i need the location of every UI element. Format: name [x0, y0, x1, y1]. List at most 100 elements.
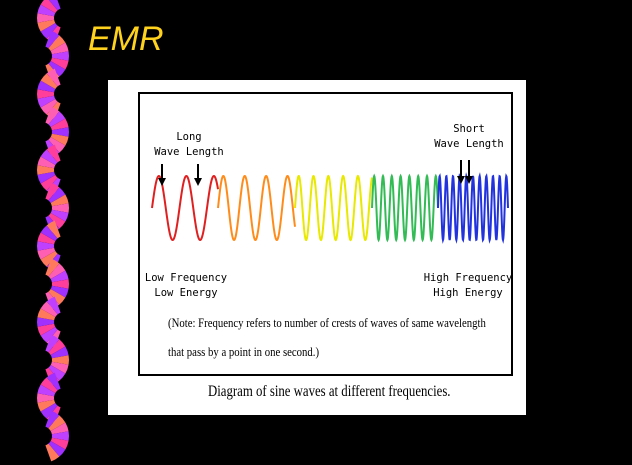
note-line-1: (Note: Frequency refers to number of cre…: [168, 316, 486, 330]
fan-segment: [50, 285, 69, 298]
fan-segment: [45, 258, 60, 277]
fan-segment: [45, 334, 60, 353]
arrow-down-icon: [457, 176, 465, 184]
fan-segment: [36, 165, 55, 175]
fan-segment: [46, 68, 61, 87]
fan-icon: [36, 144, 61, 196]
fan-segment: [37, 247, 56, 260]
fan-segment: [48, 263, 66, 279]
note-line-2: that pass by a point in one second.): [168, 345, 320, 359]
arrow-down-icon: [158, 178, 166, 186]
diagram-panel: Long Wave Length Short Wave Length Low F…: [108, 80, 526, 415]
wave-segment: [437, 172, 509, 244]
fan-segment: [40, 377, 58, 393]
fan-segment: [48, 289, 66, 305]
diagram-frame: Long Wave Length Short Wave Length Low F…: [138, 92, 513, 376]
fan-segment: [36, 241, 55, 251]
fan-segment: [48, 415, 66, 431]
fan-segment: [40, 327, 58, 343]
fan-icon: [45, 258, 69, 310]
long-wavelength-label: Long Wave Length: [154, 131, 224, 158]
fan-segment: [37, 156, 56, 169]
fan-segment: [37, 80, 56, 93]
fan-segment: [37, 323, 56, 336]
fan-segment: [48, 0, 61, 11]
fan-segment: [48, 137, 66, 153]
fan-icon: [36, 296, 61, 348]
fan-segment: [40, 403, 58, 419]
fan-segment: [40, 225, 58, 241]
fan-segment: [37, 308, 56, 321]
fan-segment: [48, 35, 66, 51]
fan-segment: [48, 61, 66, 77]
fan-segment: [45, 30, 60, 49]
fan-segment: [36, 89, 55, 99]
arrow-down-icon: [194, 178, 202, 186]
high-frequency-label: High Frequency High Energy: [423, 272, 513, 299]
wave-segment: [294, 174, 373, 242]
fan-segment: [51, 355, 69, 365]
fan-segment: [50, 57, 69, 70]
slide-title: EMR: [88, 20, 164, 58]
fan-segment: [50, 42, 69, 55]
fan-segment: [48, 339, 66, 355]
fan-segment: [51, 127, 69, 137]
fan-segment: [40, 149, 58, 165]
fan-segment: [37, 232, 56, 245]
wave-segment: [217, 174, 296, 242]
fan-segment: [46, 296, 61, 315]
fan-segment: [48, 187, 66, 203]
fan-segment: [40, 251, 58, 267]
fan-segment: [50, 118, 69, 131]
fan-segment: [48, 365, 66, 381]
fan-segment: [37, 384, 56, 397]
fan-segment: [46, 372, 61, 391]
fan-segment: [37, 95, 56, 108]
fan-segment: [46, 220, 61, 239]
arrow-down-icon: [465, 176, 473, 184]
fan-segment: [37, 399, 56, 412]
fan-segment: [51, 51, 69, 61]
fan-icon: [45, 30, 69, 82]
fan-segment: [37, 19, 56, 32]
fan-segment: [50, 209, 69, 222]
fan-segment: [40, 23, 58, 39]
fan-segment: [40, 73, 58, 89]
fan-segment: [51, 203, 69, 213]
fan-segment: [45, 182, 60, 201]
fan-segment: [36, 393, 55, 403]
diagram-caption: Diagram of sine waves at different frequ…: [208, 383, 451, 400]
fan-chain-border-icon: [36, 0, 69, 462]
fan-segment: [50, 422, 69, 435]
fan-segment: [51, 431, 69, 441]
fan-segment: [40, 0, 58, 13]
fan-icon: [36, 68, 61, 120]
fan-segment: [46, 144, 61, 163]
fan-segment: [40, 175, 58, 191]
fan-segment: [36, 13, 55, 23]
fan-segment: [50, 194, 69, 207]
fan-segment: [45, 410, 60, 429]
fan-segment: [45, 443, 60, 462]
sine-waves: [151, 160, 509, 244]
short-wavelength-label: Short Wave Length: [434, 123, 504, 150]
fan-segment: [45, 106, 60, 125]
fan-segment: [50, 361, 69, 374]
fan-segment: [50, 270, 69, 283]
fan-segment: [36, 317, 55, 327]
fan-segment: [51, 279, 69, 289]
fan-segment: [50, 346, 69, 359]
fan-segment: [50, 437, 69, 450]
fan-segment: [37, 4, 56, 17]
fan-segment: [48, 111, 66, 127]
fan-segment: [48, 213, 66, 229]
fan-segment: [40, 99, 58, 115]
fan-icon: [45, 410, 69, 462]
wave-segment: [371, 173, 439, 243]
fan-segment: [50, 133, 69, 146]
low-frequency-label: Low Frequency Low Energy: [144, 272, 228, 299]
fan-segment: [37, 171, 56, 184]
wave-segment: [151, 174, 219, 242]
fan-segment: [48, 441, 66, 457]
